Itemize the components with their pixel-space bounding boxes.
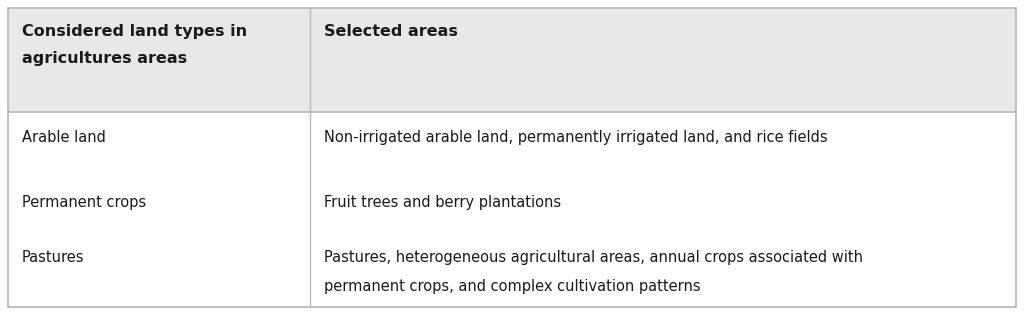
- Bar: [8, 8, 1016, 112]
- Text: Selected areas: Selected areas: [325, 24, 459, 39]
- Text: Fruit trees and berry plantations: Fruit trees and berry plantations: [325, 195, 561, 210]
- Text: Permanent crops: Permanent crops: [22, 195, 146, 210]
- Text: Non-irrigated arable land, permanently irrigated land, and rice fields: Non-irrigated arable land, permanently i…: [325, 130, 828, 145]
- Text: Pastures: Pastures: [22, 250, 85, 265]
- Text: Pastures, heterogeneous agricultural areas, annual crops associated with
permane: Pastures, heterogeneous agricultural are…: [325, 250, 863, 295]
- Bar: [8, 112, 1016, 307]
- Text: Considered land types in
agricultures areas: Considered land types in agricultures ar…: [22, 24, 247, 66]
- Text: Arable land: Arable land: [22, 130, 105, 145]
